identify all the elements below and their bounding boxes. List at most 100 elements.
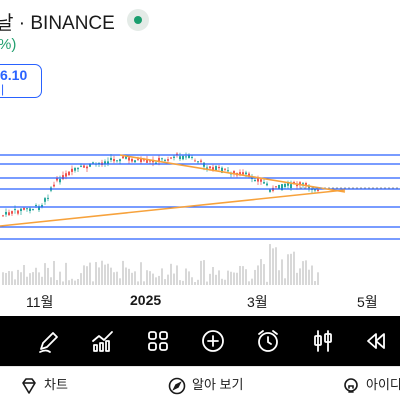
volume-bar (170, 263, 172, 285)
live-status-dot (127, 9, 149, 31)
volume-bar (77, 278, 79, 285)
candle-body (218, 166, 220, 169)
candle-body (155, 162, 157, 164)
nav-item-chart[interactable]: 차트 (20, 374, 68, 395)
price-box[interactable]: 6.10 | (0, 64, 42, 98)
candle-body (74, 168, 76, 171)
volume-bar (230, 271, 232, 285)
volume-bar (17, 269, 19, 285)
volume-bar (251, 278, 253, 285)
pen-icon[interactable] (36, 328, 62, 354)
symbol-exchange-label[interactable]: 날 · BINANCE (0, 13, 115, 34)
volume-bar (197, 279, 199, 285)
nav-item-explore[interactable]: 알아 보기 (168, 374, 243, 395)
candle-body (299, 182, 301, 186)
x-axis-label-2025: 2025 (130, 292, 162, 308)
volume-bar (62, 281, 64, 285)
candle-body (164, 159, 166, 161)
volume-bar (314, 281, 316, 285)
volume-bar (164, 279, 166, 285)
candle-body (56, 178, 58, 181)
candle-body (305, 183, 307, 185)
volume-bar (200, 260, 202, 285)
candle-body (212, 167, 214, 172)
candle-body (197, 161, 199, 163)
candle-body (296, 185, 298, 187)
volume-bar (185, 268, 187, 285)
candlestick-icon[interactable] (310, 328, 336, 354)
candle-body (191, 156, 193, 158)
candle-body (113, 159, 115, 162)
volume-bar (29, 273, 31, 285)
volume-bar (143, 281, 145, 285)
volume-bar (188, 271, 190, 285)
nav-item-ideas[interactable]: 아이디 (342, 374, 400, 395)
volume-bar (293, 251, 295, 285)
volume-bar (215, 274, 217, 285)
candle-body (26, 208, 28, 210)
volume-bar (104, 264, 106, 285)
candle-body (242, 172, 244, 175)
candle-body (125, 155, 127, 159)
compass-icon (168, 377, 186, 395)
plus-circle-icon[interactable] (200, 328, 226, 354)
candle-body (308, 185, 310, 189)
candle-body (83, 165, 85, 168)
nav-label-chart: 차트 (44, 377, 68, 392)
candle-body (173, 156, 175, 158)
candle-body (266, 183, 268, 186)
volume-bar (38, 272, 40, 285)
grid-icon[interactable] (145, 328, 171, 354)
candle-body (17, 210, 19, 214)
volume-bar (248, 281, 250, 285)
change-percent: %) (0, 36, 17, 53)
volume-bar (71, 278, 73, 285)
volume-bar (206, 281, 208, 285)
candle-body (20, 208, 22, 212)
candle-body (38, 206, 40, 211)
candle-body (110, 157, 112, 161)
candle-body (167, 159, 169, 161)
volume-bar (92, 281, 94, 285)
volume-bar (302, 261, 304, 285)
volume-bar (290, 253, 292, 285)
candle-body (11, 211, 13, 214)
candle-body (317, 189, 319, 191)
alarm-clock-icon[interactable] (255, 328, 281, 354)
candle-body (59, 179, 61, 183)
volume-bar (239, 265, 241, 285)
candle-body (62, 175, 64, 180)
x-axis-label-nov: 11월 (26, 294, 54, 310)
volume-bar (176, 265, 178, 285)
volume-bar (152, 273, 154, 285)
candle-body (41, 205, 43, 208)
candle-body (131, 158, 133, 162)
candle-body (233, 171, 235, 175)
candle-body (32, 209, 34, 211)
volume-bar (299, 268, 301, 285)
volume-bar (125, 267, 127, 285)
volume-bar (137, 281, 139, 285)
ascending-trendline[interactable] (0, 189, 346, 227)
candle-body (65, 173, 67, 177)
candle-body (227, 170, 229, 172)
chart-line-icon[interactable] (90, 328, 116, 354)
volume-bar (245, 269, 247, 285)
volume-bar (107, 263, 109, 285)
volume-bar (44, 263, 46, 285)
volume-bar (269, 244, 271, 285)
volume-bar (242, 266, 244, 285)
candle-body (137, 158, 139, 160)
volume-bar (155, 277, 157, 285)
volume-bar (278, 270, 280, 285)
candle-body (35, 205, 37, 207)
descending-trendline[interactable] (119, 154, 346, 193)
candle-body (200, 160, 202, 162)
volume-bar (287, 254, 289, 285)
rewind-icon[interactable] (363, 328, 389, 354)
price-chart[interactable] (0, 150, 400, 285)
volume-bar (32, 272, 34, 285)
candle-body (5, 211, 7, 215)
volume-bar (224, 279, 226, 285)
candle-body (278, 184, 280, 189)
